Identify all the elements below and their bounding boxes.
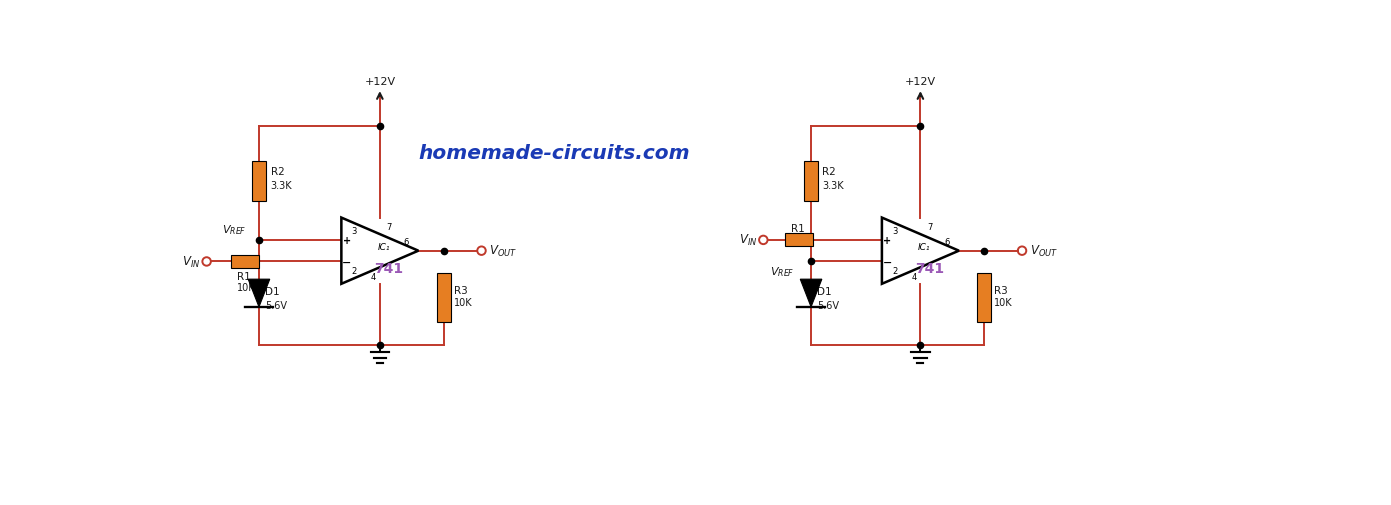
Text: R2: R2 — [822, 166, 836, 176]
Text: 741: 741 — [915, 261, 944, 275]
Text: 10K: 10K — [238, 282, 256, 292]
Text: 3: 3 — [892, 227, 897, 236]
Text: 7: 7 — [926, 222, 932, 231]
Text: +: + — [883, 235, 892, 245]
Text: 6: 6 — [944, 237, 949, 246]
Bar — [978, 273, 992, 323]
Text: $V_{IN}$: $V_{IN}$ — [739, 233, 757, 248]
Text: 6: 6 — [403, 237, 409, 246]
Text: $V_{OUT}$: $V_{OUT}$ — [490, 243, 517, 259]
Text: 10K: 10K — [995, 297, 1013, 308]
Text: D1: D1 — [266, 287, 280, 297]
Bar — [252, 162, 266, 202]
Text: $V_{REF}$: $V_{REF}$ — [771, 265, 794, 279]
Text: 7: 7 — [387, 222, 392, 231]
Polygon shape — [800, 280, 822, 307]
Text: IC₁: IC₁ — [377, 242, 389, 251]
Text: $V_{IN}$: $V_{IN}$ — [182, 255, 200, 270]
Text: 10K: 10K — [791, 234, 810, 244]
Text: +: + — [342, 235, 351, 245]
Text: R2: R2 — [270, 166, 284, 176]
Text: −: − — [342, 257, 352, 267]
Bar — [804, 162, 818, 202]
Text: D1: D1 — [818, 287, 832, 297]
Text: R1: R1 — [791, 223, 805, 233]
Text: +12V: +12V — [364, 77, 395, 87]
Text: 741: 741 — [374, 261, 403, 275]
Text: 2: 2 — [352, 267, 357, 276]
Text: R1: R1 — [238, 272, 252, 281]
Text: IC₁: IC₁ — [918, 242, 931, 251]
Text: 4: 4 — [911, 273, 917, 282]
Text: R3: R3 — [995, 285, 1008, 295]
Text: homemade-circuits.com: homemade-circuits.com — [419, 144, 690, 163]
Text: 10K: 10K — [453, 297, 473, 308]
Text: +12V: +12V — [904, 77, 936, 87]
Text: $V_{REF}$: $V_{REF}$ — [223, 223, 246, 236]
Text: 3: 3 — [352, 227, 357, 236]
Polygon shape — [248, 280, 270, 307]
Bar — [785, 234, 812, 247]
Bar — [437, 273, 451, 323]
Text: 4: 4 — [371, 273, 377, 282]
Text: −: − — [883, 257, 892, 267]
Text: $V_{OUT}$: $V_{OUT}$ — [1029, 243, 1057, 259]
Text: 5.6V: 5.6V — [266, 301, 287, 311]
Text: 3.3K: 3.3K — [270, 181, 292, 191]
Text: 3.3K: 3.3K — [822, 181, 843, 191]
Text: R3: R3 — [453, 285, 467, 295]
Text: 2: 2 — [893, 267, 897, 276]
Text: 5.6V: 5.6V — [818, 301, 839, 311]
Bar — [231, 256, 259, 269]
